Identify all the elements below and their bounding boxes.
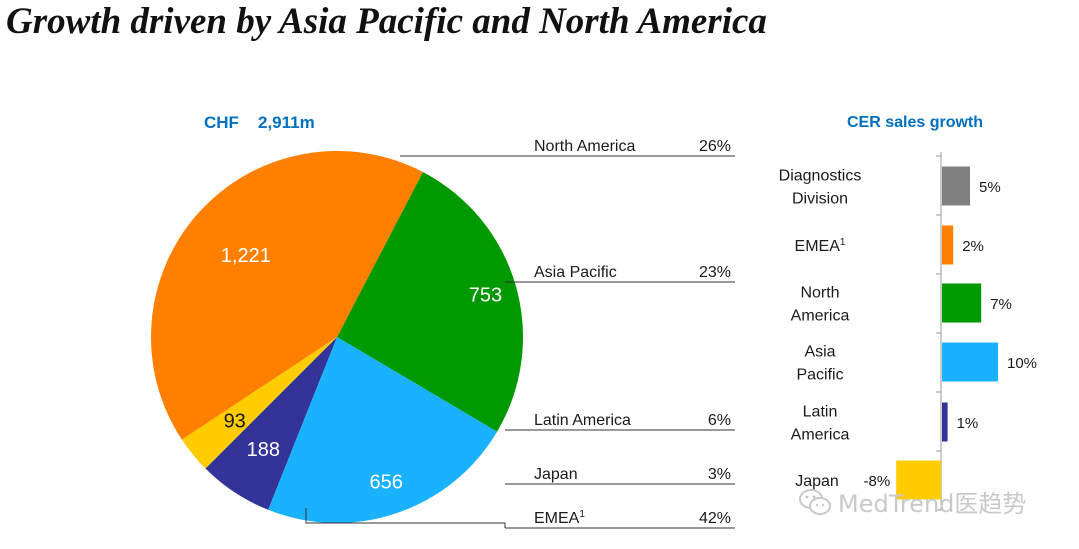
bar-value-label: 10% bbox=[1007, 355, 1037, 372]
page-title: Growth driven by Asia Pacific and North … bbox=[6, 1, 767, 42]
bar bbox=[942, 166, 970, 206]
bar-category-label: Asia Pacific bbox=[796, 344, 843, 384]
pie-chart-title: CHF bbox=[204, 113, 239, 132]
pie-slice-north-america bbox=[337, 172, 523, 432]
bar-category-label: Latin America bbox=[791, 404, 850, 444]
wechat-icon bbox=[798, 487, 832, 517]
pie-slice-value-label: 656 bbox=[370, 471, 403, 493]
legend-share: 23% bbox=[699, 264, 731, 281]
leader-line bbox=[305, 508, 506, 528]
bar-category-label: EMEA1 bbox=[795, 237, 846, 255]
pie-slice-value-label: 188 bbox=[247, 439, 280, 461]
bar-category-label: Diagnostics Division bbox=[779, 168, 862, 208]
bar-value-label: 1% bbox=[957, 415, 979, 432]
pie-legend-row: Asia Pacific 23% bbox=[505, 264, 735, 283]
footnote-marker: 1 bbox=[579, 509, 585, 520]
pie-slice-emea bbox=[151, 151, 423, 440]
bar-value-label: 7% bbox=[990, 296, 1012, 313]
legend-share: 26% bbox=[699, 138, 731, 155]
legend-label: Latin America bbox=[534, 412, 631, 429]
bar bbox=[942, 225, 954, 265]
pie-slice-latin-america bbox=[205, 337, 337, 510]
legend-label: Japan bbox=[534, 466, 578, 483]
bar-chart-title: CER sales growth bbox=[847, 114, 983, 131]
footnote-marker: 1 bbox=[840, 237, 846, 248]
legend-label: North America bbox=[534, 138, 635, 155]
pie-chart-subtitle: 2,911m bbox=[258, 113, 315, 132]
watermark: MedTrend医趋势 bbox=[798, 484, 1026, 519]
legend-label: EMEA1 bbox=[534, 509, 585, 527]
bar-value-label: -8% bbox=[864, 473, 891, 490]
bar bbox=[942, 283, 982, 323]
bar bbox=[896, 460, 941, 500]
pie-slice-asia-pacific bbox=[268, 337, 498, 523]
bar bbox=[942, 402, 948, 442]
bar-chart: 5% Diagnostics Division 2% EMEA1 7% North Ameri… bbox=[779, 152, 1037, 511]
bar bbox=[942, 342, 998, 382]
pie-legend: North America 26% Asia Pacific 23% Latin Ame… bbox=[305, 138, 735, 529]
bar-value-label: 5% bbox=[979, 179, 1001, 196]
bar-category-label: North America bbox=[791, 285, 850, 325]
pie-slice-value-label: 753 bbox=[469, 285, 502, 307]
pie-legend-row: EMEA1 42% bbox=[505, 509, 735, 529]
pie-slice-value-label: 1,221 bbox=[221, 245, 271, 267]
bar-value-label: 2% bbox=[962, 238, 984, 255]
pie-slice-japan bbox=[181, 337, 337, 469]
legend-share: 6% bbox=[708, 412, 731, 429]
pie-legend-row: North America 26% bbox=[505, 138, 735, 157]
bar-category-label: Japan bbox=[795, 473, 839, 490]
legend-share: 42% bbox=[699, 510, 731, 527]
legend-share: 3% bbox=[708, 466, 731, 483]
pie-legend-row: Japan 3% bbox=[505, 466, 735, 485]
pie-slice-value-label: 93 bbox=[224, 411, 246, 433]
legend-label: Asia Pacific bbox=[534, 264, 617, 281]
pie-legend-row: Latin America 6% bbox=[505, 412, 735, 431]
watermark-text: MedTrend医趋势 bbox=[838, 490, 1027, 518]
